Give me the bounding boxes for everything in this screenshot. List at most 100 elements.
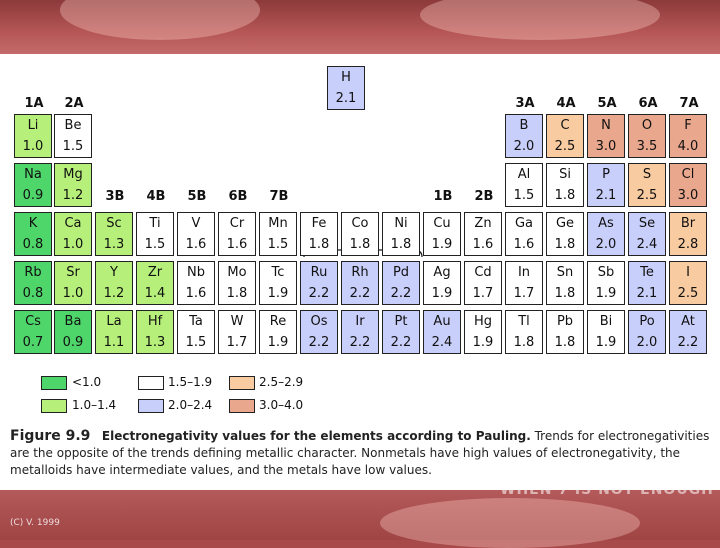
element-symbol: Os bbox=[310, 314, 328, 329]
legend-label-1.5-1.9: 1.5–1.9 bbox=[168, 375, 213, 389]
electronegativity-value: 2.2 bbox=[677, 335, 699, 350]
element-symbol: Cs bbox=[25, 314, 41, 329]
element-symbol: Ge bbox=[555, 216, 575, 231]
element-cell-po: Po 2.0 bbox=[628, 310, 666, 354]
element-symbol: Ag bbox=[433, 265, 451, 280]
group-header-2B: 2B bbox=[474, 189, 494, 204]
electronegativity-value: 1.5 bbox=[144, 237, 166, 252]
element-symbol: Ga bbox=[514, 216, 534, 231]
element-symbol: Ca bbox=[64, 216, 82, 231]
electronegativity-value: 1.0 bbox=[62, 237, 84, 252]
element-symbol: W bbox=[230, 314, 244, 329]
electronegativity-value: 1.5 bbox=[513, 188, 535, 203]
electronegativity-value: 2.1 bbox=[636, 286, 658, 301]
element-cell-se: Se 2.4 bbox=[628, 212, 666, 256]
electronegativity-value: 1.0 bbox=[62, 286, 84, 301]
legend-label-2.5-2.9: 2.5–2.9 bbox=[259, 375, 304, 389]
element-symbol: Ta bbox=[189, 314, 203, 329]
element-cell-y: Y 1.2 bbox=[95, 261, 133, 305]
element-cell-w: W 1.7 bbox=[218, 310, 256, 354]
element-symbol: Cr bbox=[229, 216, 245, 231]
group-header-6B: 6B bbox=[228, 189, 248, 204]
element-cell-os: Os 2.2 bbox=[300, 310, 338, 354]
electronegativity-value: 1.9 bbox=[595, 335, 617, 350]
electronegativity-value: 1.5 bbox=[185, 335, 207, 350]
element-symbol: B bbox=[519, 118, 529, 133]
electronegativity-value: 2.4 bbox=[431, 335, 453, 350]
element-cell-i: I 2.5 bbox=[669, 261, 707, 305]
element-cell-ag: Ag 1.9 bbox=[423, 261, 461, 305]
electronegativity-value: 2.2 bbox=[308, 286, 330, 301]
element-cell-rh: Rh 2.2 bbox=[341, 261, 379, 305]
electronegativity-value: 1.8 bbox=[349, 237, 371, 252]
electronegativity-value: 0.9 bbox=[22, 188, 44, 203]
element-cell-au: Au 2.4 bbox=[423, 310, 461, 354]
group-header-5B: 5B bbox=[187, 189, 207, 204]
element-symbol: Re bbox=[269, 314, 287, 329]
electronegativity-value: 1.8 bbox=[226, 286, 248, 301]
element-cell-nb: Nb 1.6 bbox=[177, 261, 215, 305]
electronegativity-value: 1.6 bbox=[185, 237, 207, 252]
group-header-4A: 4A bbox=[556, 96, 576, 111]
electronegativity-value: 1.7 bbox=[226, 335, 248, 350]
element-cell-mn: Mn 1.5 bbox=[259, 212, 297, 256]
element-symbol: N bbox=[601, 118, 611, 133]
legend-swatch-1-1.4 bbox=[41, 399, 67, 413]
element-cell-zr: Zr 1.4 bbox=[136, 261, 174, 305]
element-cell-cd: Cd 1.7 bbox=[464, 261, 502, 305]
figure-number: Figure 9.9 bbox=[10, 428, 91, 444]
group-header-1A: 1A bbox=[24, 96, 44, 111]
figure-panel: 1A 2A 3B 4B 5B 6B 7B 8B 1B 2B 3A 4A 5A 6… bbox=[0, 54, 720, 490]
electronegativity-value: 2.8 bbox=[677, 237, 699, 252]
electronegativity-value: 1.6 bbox=[226, 237, 248, 252]
group-header-5A: 5A bbox=[597, 96, 617, 111]
element-symbol: Sn bbox=[556, 265, 574, 280]
element-symbol: Pb bbox=[556, 314, 574, 329]
element-symbol: P bbox=[602, 167, 610, 182]
element-cell-tl: Tl 1.8 bbox=[505, 310, 543, 354]
legend-swatch-lt1 bbox=[41, 376, 67, 390]
element-cell-fe: Fe 1.8 bbox=[300, 212, 338, 256]
element-cell-ta: Ta 1.5 bbox=[177, 310, 215, 354]
background-blob bbox=[420, 0, 660, 40]
element-cell-p: P 2.1 bbox=[587, 163, 625, 207]
element-cell-cl: Cl 3.0 bbox=[669, 163, 707, 207]
element-cell-la: La 1.1 bbox=[95, 310, 133, 354]
electronegativity-value: 1.8 bbox=[554, 237, 576, 252]
element-cell-ba: Ba 0.9 bbox=[54, 310, 92, 354]
legend-swatch-2.5-2.9 bbox=[229, 376, 255, 390]
element-cell-at: At 2.2 bbox=[669, 310, 707, 354]
electronegativity-value: 0.9 bbox=[62, 335, 84, 350]
element-symbol: Mo bbox=[227, 265, 247, 280]
element-symbol: Bi bbox=[599, 314, 613, 329]
element-symbol: Se bbox=[638, 216, 656, 231]
copyright: (C) V. 1999 bbox=[10, 518, 60, 528]
element-symbol: Cu bbox=[433, 216, 451, 231]
element-symbol: V bbox=[191, 216, 201, 231]
electronegativity-value: 1.2 bbox=[62, 188, 84, 203]
element-cell-h: H 2.1 bbox=[327, 66, 365, 110]
background-bottom bbox=[0, 490, 720, 540]
element-symbol: Zr bbox=[147, 265, 163, 280]
electronegativity-value: 1.2 bbox=[103, 286, 125, 301]
element-symbol: F bbox=[684, 118, 692, 133]
element-cell-o: O 3.5 bbox=[628, 114, 666, 158]
electronegativity-value: 2.2 bbox=[308, 335, 330, 350]
element-cell-be: Be 1.5 bbox=[54, 114, 92, 158]
element-symbol: S bbox=[642, 167, 652, 182]
electronegativity-value: 1.4 bbox=[144, 286, 166, 301]
element-symbol: Si bbox=[559, 167, 571, 182]
element-cell-s: S 2.5 bbox=[628, 163, 666, 207]
group-header-4B: 4B bbox=[146, 189, 166, 204]
element-symbol: Pd bbox=[392, 265, 410, 280]
element-cell-zn: Zn 1.6 bbox=[464, 212, 502, 256]
electronegativity-value: 1.3 bbox=[144, 335, 166, 350]
electronegativity-value: 4.0 bbox=[677, 139, 699, 154]
element-cell-cr: Cr 1.6 bbox=[218, 212, 256, 256]
electronegativity-value: 1.1 bbox=[103, 335, 125, 350]
element-cell-al: Al 1.5 bbox=[505, 163, 543, 207]
element-symbol: Ti bbox=[149, 216, 161, 231]
electronegativity-value: 1.8 bbox=[390, 237, 412, 252]
element-symbol: Na bbox=[24, 167, 42, 182]
element-symbol: Nb bbox=[187, 265, 205, 280]
